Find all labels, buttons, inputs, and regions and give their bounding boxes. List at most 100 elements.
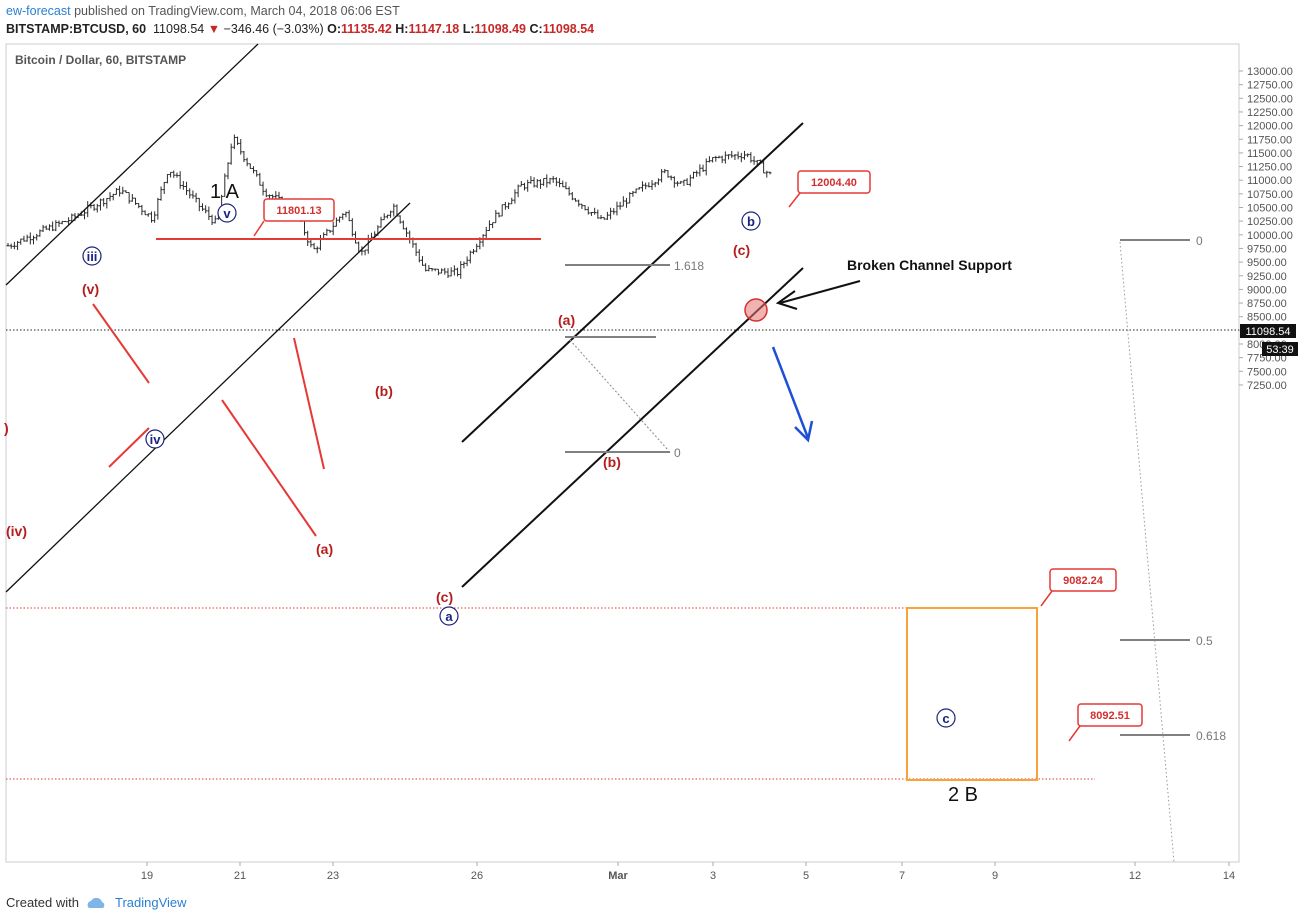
y-tick-label: 10500.00 [1247, 203, 1293, 215]
ohlc-bar [471, 248, 475, 255]
ohlc-bar [752, 156, 756, 165]
ohlc-bar [111, 193, 115, 201]
ohlc-bar [197, 197, 201, 212]
ohlc-bar [401, 220, 405, 230]
ohlc-bar [538, 179, 542, 189]
ohlc-bar [334, 217, 338, 227]
author-link[interactable]: ew-forecast [6, 4, 71, 18]
ohlc-bar [245, 157, 249, 167]
ohlc-bar [54, 220, 58, 232]
ohlc-bar [682, 179, 686, 186]
x-tick-label: 26 [471, 870, 483, 882]
ohlc-bar [523, 182, 527, 191]
ohlc-bar [570, 192, 574, 201]
ohlc-bar [41, 224, 45, 232]
ohlc-bar [640, 181, 644, 192]
ohlc-bar [637, 187, 641, 190]
ohlc-bar [12, 241, 16, 250]
ohlc-bar [554, 177, 558, 187]
ohlc-bar [449, 267, 453, 277]
footer: Created with TradingView [6, 895, 187, 910]
ohlc-bar [644, 182, 648, 190]
channel-upper [461, 122, 804, 443]
ohlc-bar [162, 181, 166, 194]
ohlc-bar [408, 230, 412, 244]
x-tick-label: 21 [234, 870, 246, 882]
ohlc-bar [200, 203, 204, 212]
ohlc-bar [121, 186, 125, 195]
ohlc-bar [701, 164, 705, 172]
ohlc-bar [274, 191, 278, 199]
ohlc-bar [341, 213, 345, 220]
wave-line-1 [92, 303, 150, 384]
ohlc-bar [631, 190, 635, 197]
ohlc-bar [663, 168, 667, 174]
ohlc-bar [475, 243, 479, 253]
ohlc-bar [19, 238, 23, 245]
ohlc-bar [188, 188, 192, 199]
wave-label-v-circled: v [223, 206, 231, 221]
ohlc-bar [213, 215, 217, 224]
ohlc-bar [118, 185, 122, 197]
ohlc-bar [149, 211, 153, 223]
ohlc-bar [134, 197, 138, 205]
ohlc-bar [625, 197, 629, 208]
current-price-badge [1240, 324, 1296, 338]
ohlc-bar [156, 197, 160, 220]
publish-text: published on TradingView.com, March 04, … [70, 4, 400, 18]
ohlc-bar [558, 178, 562, 188]
ohlc-bar [634, 188, 638, 194]
ohlc-bar [666, 170, 670, 178]
ohlc-bar [567, 186, 571, 196]
ohlc-bar [354, 231, 358, 244]
wave-label-b2-red: (b) [603, 454, 621, 470]
close-label: C: [529, 22, 543, 36]
ohlc-bar [210, 214, 214, 226]
x-tick-label: 19 [141, 870, 153, 882]
ohlc-bar [548, 177, 552, 185]
ohlc-bar [561, 180, 565, 188]
ohlc-bar [127, 192, 131, 204]
ohlc-bar [242, 151, 246, 163]
forecast-arrow-head-icon [794, 420, 814, 443]
ohlc-bar [137, 203, 141, 209]
ohlc-bar [389, 210, 393, 218]
wave-label-b-red: (b) [375, 383, 393, 399]
ohlc-bar [414, 242, 418, 257]
ohlc-bar [602, 217, 606, 220]
ohlc-bar [733, 154, 737, 161]
x-tick-label: 9 [992, 870, 998, 882]
ohlc-bar [86, 201, 90, 218]
ohlc-bar [16, 240, 20, 251]
wave-label-iv-red: (iv) [6, 523, 27, 539]
ohlc-bar [385, 214, 389, 219]
price-bars [6, 134, 772, 279]
ohlc-bar [9, 243, 13, 249]
ohlc-bar [605, 211, 609, 220]
ohlc-bar [679, 180, 683, 184]
target-zone-box [906, 607, 1038, 781]
ohlc-bar [60, 220, 64, 225]
ohlc-bar [720, 155, 724, 164]
fib-1618-label: 1.618 [674, 259, 704, 273]
ohlc-bar [248, 163, 252, 169]
ohlc-bar [405, 227, 409, 238]
ohlc-bar [146, 213, 150, 217]
breakout-marker [744, 298, 768, 322]
ohlc-bar [223, 173, 227, 197]
publish-info: ew-forecast published on TradingView.com… [6, 4, 400, 18]
ohlc-bar [516, 184, 520, 198]
ohlc-bar [672, 176, 676, 188]
last-price: 11098.54 [153, 22, 205, 36]
symbol-info: BITSTAMP:BTCUSD, 60 11098.54 ▼ −346.46 (… [6, 22, 594, 36]
ohlc-bar [707, 156, 711, 163]
ohlc-bar [398, 215, 402, 224]
ohlc-bar [22, 235, 26, 242]
ohlc-bar [363, 249, 367, 256]
ohlc-bar [185, 181, 189, 196]
channel-lower [461, 267, 804, 588]
tradingview-brand-link[interactable]: TradingView [114, 895, 187, 910]
ohlc-bar [153, 211, 157, 223]
x-tick-label: 3 [710, 870, 716, 882]
